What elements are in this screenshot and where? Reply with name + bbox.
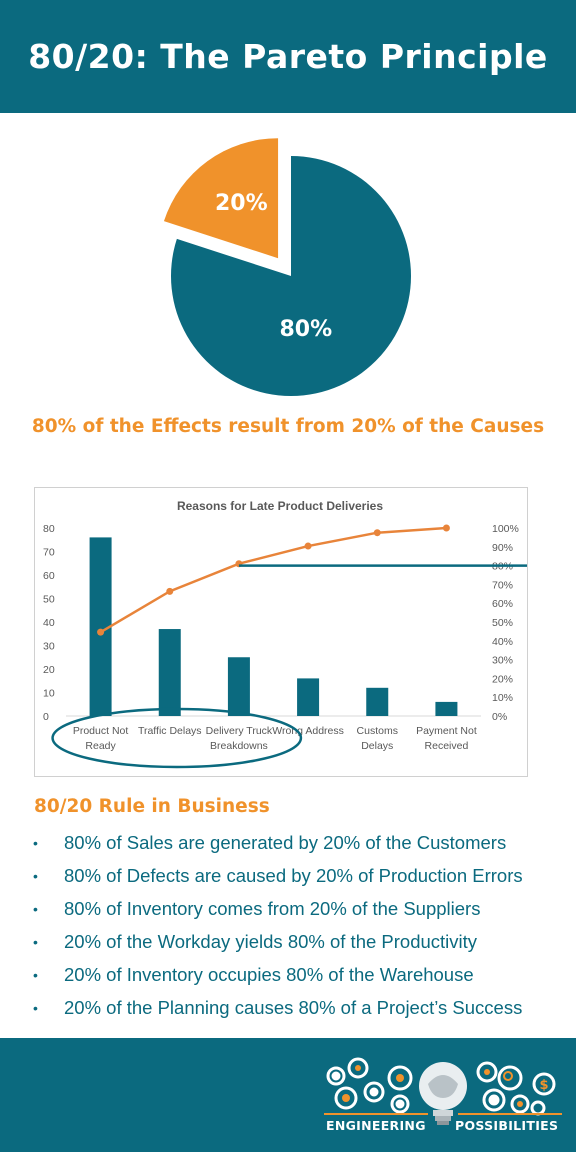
engineering-possibilities-logo: $ [322, 1056, 564, 1140]
y2-tick-label: 40% [492, 636, 513, 648]
y2-tick-label: 60% [492, 598, 513, 610]
rules-list: • 80% of Sales are generated by 20% of th… [30, 826, 570, 1024]
y-tick-label: 30 [43, 641, 55, 653]
bar [366, 687, 389, 716]
logo-text-possibilities: POSSIBILITIES [455, 1118, 559, 1133]
bar [227, 657, 250, 716]
gear-icon [476, 1061, 498, 1083]
pie-slice-20 [163, 138, 279, 259]
rule-item: • 80% of Sales are generated by 20% of th… [30, 826, 570, 859]
cumulative-point [166, 587, 174, 595]
rule-item: • 20% of the Planning causes 80% of a Pro… [30, 991, 570, 1024]
y2-tick-label: 10% [492, 692, 513, 704]
rule-text: 20% of the Planning causes 80% of a Proj… [64, 996, 523, 1018]
cumulative-point [97, 628, 105, 636]
cumulative-line [99, 526, 447, 634]
gear-icon [334, 1086, 358, 1110]
pie-chart: 80% 20% [150, 138, 420, 405]
gear-icon [363, 1081, 385, 1103]
bullet-icon: • [33, 900, 38, 917]
y-tick-label: 70 [43, 547, 55, 559]
y-tick-label: 60 [43, 570, 55, 582]
bar [435, 701, 458, 716]
lightbulb-icon [419, 1062, 467, 1125]
bar-chart-title: Reasons for Late Product Deliveries [177, 499, 383, 513]
y2-tick-label: 50% [492, 617, 513, 629]
y2-tick-label: 20% [492, 673, 513, 685]
x-tick-label: Traffic Delays [138, 725, 202, 737]
cumulative-point [373, 529, 381, 537]
bullet-icon: • [33, 933, 38, 950]
gear-icon [347, 1057, 369, 1079]
x-tick-label: Breakdowns [210, 740, 268, 752]
bullet-icon: • [33, 999, 38, 1016]
gear-icon [326, 1066, 346, 1086]
bullet-icon: • [33, 966, 38, 983]
footer-banner [0, 1038, 576, 1152]
magnifier-icon [497, 1065, 523, 1091]
rule-text: 20% of Inventory occupies 80% of the War… [64, 963, 474, 985]
y-tick-label: 20 [43, 664, 55, 676]
brain-icon [428, 1075, 458, 1098]
svg-text:$: $ [539, 1078, 548, 1093]
highlight-ellipse [51, 707, 303, 769]
y-tick-label: 80 [43, 523, 55, 535]
cumulative-point [442, 524, 450, 532]
bar-chart-frame [34, 487, 528, 777]
y-tick-label: 0 [43, 711, 49, 723]
pie-label: 20% [215, 191, 268, 216]
y-tick-label: 50 [43, 594, 55, 606]
rule-text: 20% of the Workday yields 80% of the Pro… [64, 930, 478, 952]
rule-item: • 20% of Inventory occupies 80% of the Wa… [30, 958, 570, 991]
gear-icon [387, 1065, 413, 1091]
dollar-icon: $ [532, 1072, 556, 1096]
x-tick-label: Product Not [73, 725, 129, 737]
y2-tick-label: 90% [492, 542, 513, 554]
y2-tick-label: 30% [492, 655, 513, 667]
rule-item: • 20% of the Workday yields 80% of the Pr… [30, 925, 570, 958]
page-title: 80/20: The Pareto Principle [28, 37, 548, 76]
logo-text-engineering: ENGINEERING [326, 1118, 426, 1133]
bullet-icon: • [33, 867, 38, 884]
rule-text: 80% of Sales are generated by 20% of the… [64, 831, 507, 853]
cumulative-point [304, 542, 312, 550]
rules-title: 80/20 Rule in Business [34, 796, 270, 817]
rule-text: 80% of Inventory comes from 20% of the S… [64, 897, 481, 919]
pie-label: 80% [280, 317, 333, 342]
header-banner: 80/20: The Pareto Principle [0, 0, 576, 113]
x-tick-label: Delivery Truck [206, 725, 273, 737]
y-tick-label: 40 [43, 617, 55, 629]
pie-slice-80 [171, 156, 411, 397]
logo-graphic: $ [324, 1057, 562, 1125]
gear-icon [482, 1088, 506, 1112]
x-tick-label: Delays [361, 740, 393, 752]
pareto-tagline: 80% of the Effects result from 20% of th… [31, 416, 545, 437]
gear-icon [530, 1100, 546, 1116]
pareto-bar-chart: Reasons for Late Product Deliveries 0 10 20… [43, 499, 527, 769]
x-tick-label: Ready [85, 740, 116, 752]
bullet-icon: • [33, 834, 38, 851]
rule-text: 80% of Defects are caused by 20% of Prod… [64, 864, 523, 886]
bar [158, 629, 181, 716]
x-tick-label: Customs [357, 725, 398, 737]
x-tick-label: Payment Not [416, 725, 477, 737]
bar [89, 537, 112, 716]
gear-icon [390, 1094, 410, 1114]
bar [297, 678, 320, 716]
rule-item: • 80% of Inventory comes from 20% of the … [30, 892, 570, 925]
y2-tick-label: 100% [492, 523, 519, 535]
y2-tick-label: 70% [492, 579, 513, 591]
y2-tick-label: 0% [492, 711, 507, 723]
y-tick-label: 10 [43, 688, 55, 700]
gear-icon [510, 1094, 530, 1114]
pie-chart-svg: 80% 20% [163, 138, 411, 397]
x-tick-label: Received [425, 740, 469, 752]
rule-item: • 80% of Defects are caused by 20% of Pro… [30, 859, 570, 892]
x-tick-label: Wrong Address [272, 725, 344, 737]
